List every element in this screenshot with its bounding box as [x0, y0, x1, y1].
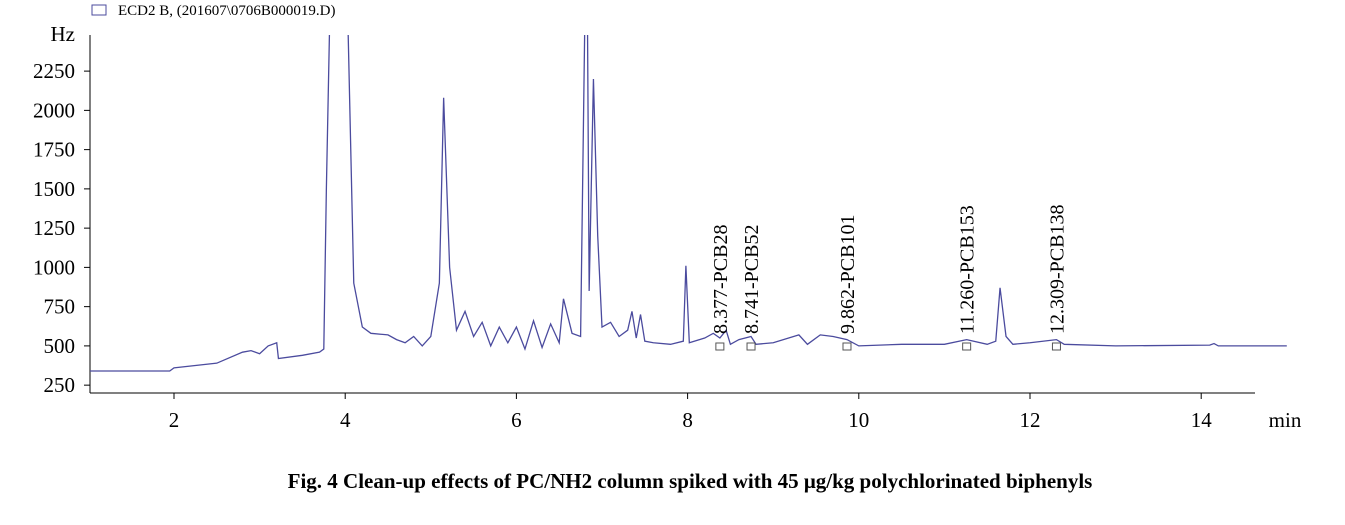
y-tick-label: 2250	[33, 59, 75, 83]
x-tick-label: 10	[848, 408, 869, 432]
y-tick-label: 750	[44, 295, 76, 319]
x-tick-label: 4	[340, 408, 351, 432]
y-tick-label: 250	[44, 373, 76, 397]
y-tick-label: 1500	[33, 177, 75, 201]
y-tick-label: 1000	[33, 255, 75, 279]
y-tick-label: 500	[44, 334, 76, 358]
peak-label: 12.309-PCB138	[1046, 205, 1068, 334]
peak-marker	[962, 342, 972, 351]
y-axis-label: Hz	[51, 22, 76, 46]
x-axis-label: min	[1269, 408, 1302, 432]
x-tick-label: 8	[682, 408, 693, 432]
legend-label: ECD2 B, (201607\0706B000019.D)	[118, 3, 336, 19]
peak-marker	[746, 342, 756, 351]
x-tick-label: 6	[511, 408, 522, 432]
peak-marker	[842, 342, 852, 351]
legend-swatch	[91, 4, 107, 16]
plot-area	[90, 35, 1287, 372]
chart-title: Fig. 4 Clean-up effects of PC/NH2 column…	[288, 469, 1093, 493]
peak-marker	[1051, 342, 1061, 351]
y-tick-label: 1750	[33, 138, 75, 162]
x-tick-label: 12	[1020, 408, 1041, 432]
peak-label: 8.377-PCB28	[710, 225, 732, 334]
peak-label: 8.741-PCB52	[741, 225, 763, 334]
y-tick-label: 1250	[33, 216, 75, 240]
x-tick-label: 2	[169, 408, 180, 432]
peak-label: 9.862-PCB101	[837, 215, 859, 334]
x-tick-label: 14	[1191, 408, 1213, 432]
peak-marker	[715, 342, 725, 351]
y-tick-label: 2000	[33, 98, 75, 122]
peak-label: 11.260-PCB153	[957, 205, 979, 334]
trace-line	[90, 35, 1287, 372]
